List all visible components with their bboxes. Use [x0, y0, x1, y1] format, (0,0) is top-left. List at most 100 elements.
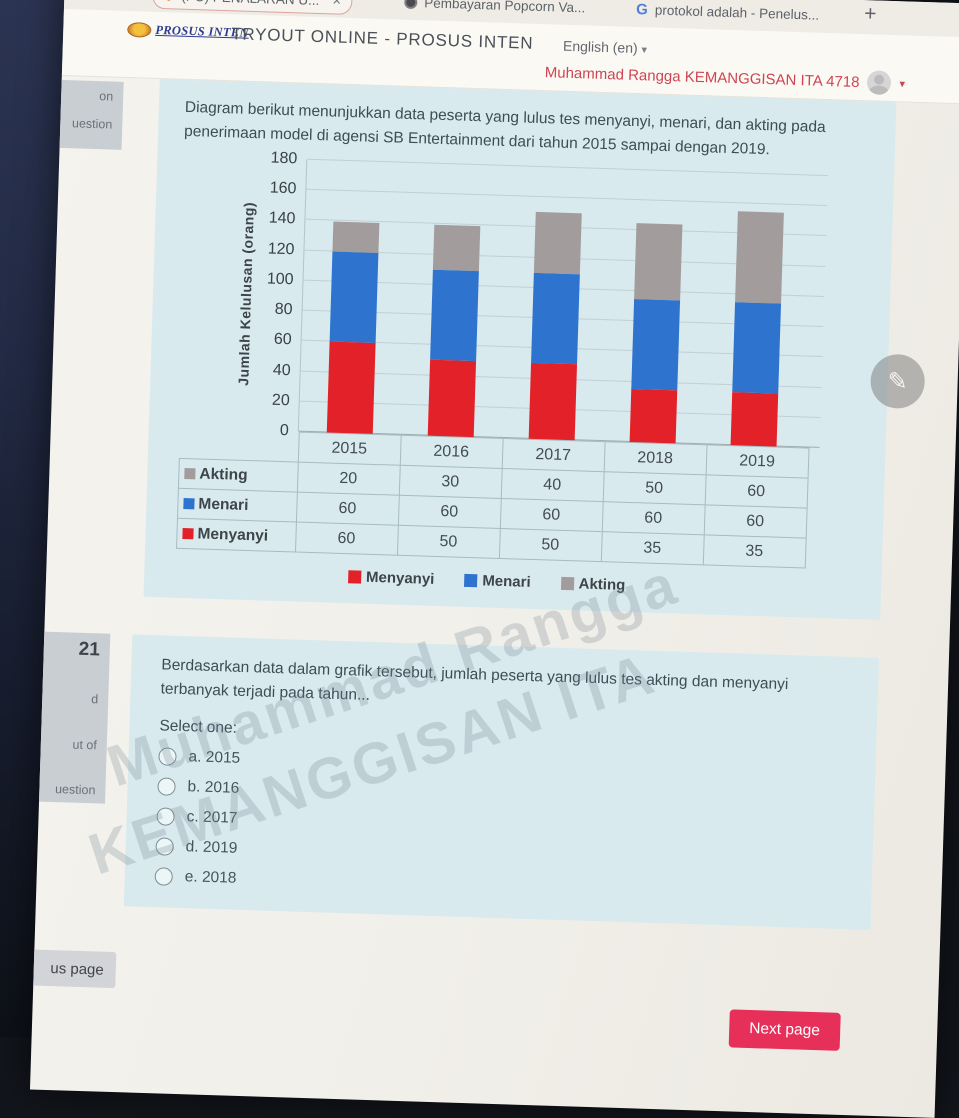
site-title: TRYOUT ONLINE - PROSUS INTEN [231, 24, 534, 53]
y-tick-label: 0 [280, 421, 290, 441]
tab1-favicon-icon [163, 0, 174, 1]
bar-segment-menyanyi [730, 392, 778, 446]
tab2-title: Pembayaran Popcorn Va... [424, 0, 585, 15]
question-chart-card: Diagram berikut menunjukkan data peserta… [144, 79, 897, 620]
table-value-cell: 30 [399, 465, 502, 498]
language-dropdown[interactable]: English (en) ▾ [563, 38, 648, 57]
bar-segment-menari [430, 270, 479, 362]
bar-slot-2017 [501, 166, 610, 441]
question-21-card: Berdasarkan data dalam grafik tersebut, … [124, 634, 879, 929]
radio-button[interactable] [156, 807, 175, 826]
legend-label: Menyanyi [366, 569, 435, 588]
tab3-title: protokol adalah - Penelus... [655, 3, 820, 23]
legend-item-menari: Menari [464, 572, 531, 591]
radio-button[interactable] [158, 747, 177, 766]
y-tick-label: 180 [270, 149, 297, 170]
tab2-favicon-icon [404, 0, 417, 9]
table-value-cell: 20 [297, 462, 400, 495]
x-axis-label: 2018 [604, 442, 707, 475]
previous-page-button[interactable]: us page [30, 949, 116, 988]
option-label: c. 2017 [186, 808, 237, 828]
bar-segment-menyanyi [629, 389, 677, 443]
bar-slot-2018 [602, 169, 711, 444]
bar-segment-menari [732, 302, 781, 394]
question-number: 21 [78, 639, 100, 662]
stacked-bar-2015 [326, 221, 379, 434]
y-tick-label: 80 [274, 300, 292, 321]
y-tick-label: 60 [274, 330, 292, 351]
option-label: e. 2018 [184, 868, 236, 888]
bar-segment-menari [531, 273, 580, 365]
y-tick-label: 40 [273, 360, 291, 381]
stacked-bar-2016 [427, 224, 480, 437]
y-tick-label: 160 [269, 179, 296, 200]
legend-item-menyanyi: Menyanyi [348, 568, 435, 588]
table-value-cell: 35 [703, 535, 806, 568]
x-axis-label: 2015 [298, 432, 401, 465]
x-axis-label: 2016 [400, 435, 503, 468]
info-fragment: on [99, 89, 113, 103]
legend-key-icon [184, 468, 195, 479]
table-value-cell: 60 [295, 522, 398, 555]
table-value-cell: 60 [500, 498, 603, 531]
series-label-cell: Menyanyi [177, 518, 296, 552]
y-tick-label: 100 [267, 269, 294, 290]
new-tab-button[interactable]: + [864, 2, 877, 26]
radio-button[interactable] [155, 837, 174, 856]
bar-segment-akting [332, 221, 379, 253]
option-label: d. 2019 [185, 838, 237, 858]
user-name: Muhammad Rangga KEMANGGISAN ITA 4718 [545, 64, 860, 91]
pencil-icon: ✎ [887, 367, 908, 397]
bar-segment-akting [432, 224, 479, 271]
table-value-cell: 60 [704, 505, 807, 538]
chart-legend: Menyanyi Menari Akting [175, 563, 798, 600]
annotate-fab[interactable]: ✎ [870, 354, 926, 410]
y-tick-label: 20 [272, 391, 290, 412]
bar-segment-menyanyi [528, 363, 576, 440]
table-value-cell: 50 [499, 528, 602, 561]
question-21-prompt: Berdasarkan data dalam grafik tersebut, … [160, 653, 848, 723]
logo-oval-icon [127, 22, 151, 38]
user-menu-caret-icon: ▾ [899, 77, 905, 90]
bar-segment-akting [634, 223, 682, 300]
table-value-cell: 40 [501, 468, 604, 501]
bar-segment-menari [631, 299, 680, 391]
legend-label: Menari [482, 572, 531, 591]
bar-segment-menyanyi [427, 360, 475, 437]
table-value-cell: 60 [398, 495, 501, 528]
tab3-google-favicon-icon: G [636, 1, 648, 18]
x-axis-label: 2017 [502, 439, 605, 472]
tab1-close-icon[interactable]: × [332, 0, 341, 10]
radio-button[interactable] [154, 867, 173, 886]
y-tick-label: 140 [268, 209, 295, 230]
x-axis-label: 2019 [706, 445, 809, 478]
user-menu[interactable]: Muhammad Rangga KEMANGGISAN ITA 4718 ▾ [544, 60, 905, 95]
tab-protokol[interactable]: G protokol adalah - Penelus... [626, 0, 830, 28]
bar-slot-2016 [400, 163, 509, 438]
table-value-cell: 35 [601, 532, 704, 565]
info-fragment: ut of [72, 737, 97, 752]
legend-key-icon [182, 528, 193, 539]
language-caret-icon: ▾ [641, 44, 647, 56]
info-fragment: d [91, 693, 98, 707]
info-fragment: uestion [72, 116, 113, 131]
legend-item-akting: Akting [560, 575, 625, 594]
legend-key-icon [464, 574, 477, 587]
radio-button[interactable] [157, 777, 176, 796]
tab-pembayaran[interactable]: Pembayaran Popcorn Va... [394, 0, 596, 21]
user-avatar [867, 70, 892, 95]
legend-label: Akting [578, 575, 625, 593]
legend-key-icon [183, 498, 194, 509]
info-fragment: uestion [55, 782, 96, 797]
stacked-bar-2018 [629, 223, 682, 443]
table-value-cell: 60 [705, 475, 808, 508]
series-label-cell: Menari [177, 488, 296, 522]
option-label: a. 2015 [188, 748, 240, 768]
stacked-bar-2017 [528, 212, 581, 440]
option-label: b. 2016 [187, 778, 239, 798]
bar-segment-akting [533, 212, 581, 274]
series-label-cell: Akting [178, 458, 297, 492]
next-page-button[interactable]: Next page [729, 1009, 841, 1050]
